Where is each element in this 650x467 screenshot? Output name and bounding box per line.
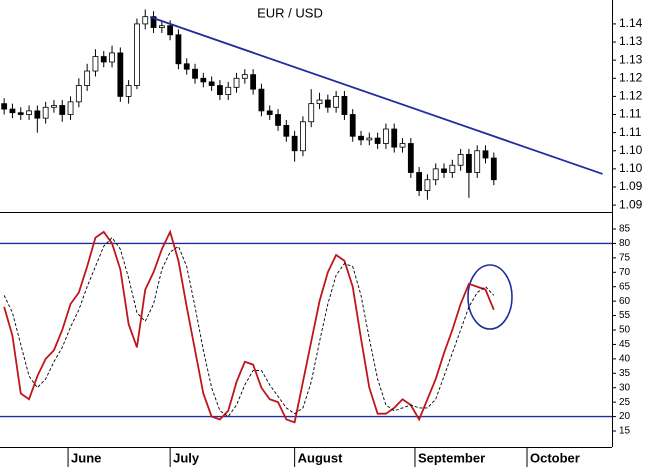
candle-body [84,70,91,86]
x-tick-label: September [418,450,485,465]
y-tick-label: 1.09 [619,197,643,211]
candle-body [449,164,456,173]
y-tick-label: 50 [619,325,631,336]
candle-body [208,81,215,86]
candle-body [349,114,356,137]
y-tick-label: 1.14 [619,16,643,30]
candle-body [482,150,489,159]
candle-body [51,105,57,108]
candle-body [100,56,107,63]
candle-body [1,103,8,110]
candle-body [383,128,389,144]
y-tick-label: 85 [619,224,631,235]
candle-body [266,110,273,115]
candle-body [283,124,290,137]
candle-body [142,16,149,25]
y-tick-label: 40 [619,353,631,364]
candle-body [17,112,24,115]
candle-body [358,135,364,141]
candle-body [457,153,464,166]
candle-body [490,157,497,181]
candle-body [92,56,99,72]
y-tick-label: 15 [619,426,631,437]
x-tick-label: July [173,450,200,465]
candle-body [391,128,398,148]
series-line [3,229,495,424]
y-tick-label: 35 [619,368,631,379]
candle-body [125,85,132,97]
candle-body [67,101,74,115]
candle-body [217,85,223,95]
candle-body [341,95,348,115]
y-tick-label: 55 [619,310,631,321]
candle-body [308,103,315,123]
candle-body [233,77,240,88]
candle-body [34,110,41,119]
candle-body [300,121,306,152]
x-tick-label: October [530,450,580,465]
candle-body [42,106,49,119]
candle-body [225,86,232,95]
y-tick-label: 1.11 [619,107,642,121]
y-tick-label: 20 [619,411,631,422]
candle-body [474,150,481,173]
candle-body [407,143,414,173]
y-tick-label: 1.13 [619,52,643,66]
candle-body [250,74,257,90]
candle-body [167,25,174,36]
candle-body [26,110,32,115]
y-tick-label: 1.12 [619,89,643,103]
y-tick-label: 65 [619,281,631,292]
candle-body [134,23,140,86]
candle-body [158,25,165,28]
candle-body [291,135,298,152]
x-tick-label: August [298,450,343,465]
candle-body [183,63,190,70]
candle-body [424,179,431,192]
y-tick-label: 75 [619,252,631,263]
candle-body [316,99,323,105]
candle-body [75,85,82,103]
candle-body [366,137,373,141]
candle-body [192,68,198,79]
y-tick-label: 25 [619,397,631,408]
candle-body [258,88,265,112]
candle-body [324,99,331,108]
candle-body [117,52,124,97]
chart-title: EUR / USD [257,5,323,20]
y-tick-label: 80 [619,238,631,249]
candle-body [109,52,115,63]
y-tick-label: 45 [619,339,631,350]
candle-body [441,168,447,173]
trend-line [149,16,603,175]
y-tick-label: 1.11 [619,125,642,139]
y-tick-label: 1.10 [619,161,643,175]
highlight-circle [467,264,513,330]
y-tick-label: 60 [619,296,631,307]
candle-body [200,77,207,83]
y-tick-label: 1.10 [619,143,643,157]
candle-body [416,172,423,192]
y-tick-label: 1.12 [619,70,643,84]
candle-body [175,34,182,65]
y-tick-label: 70 [619,267,631,278]
candle-body [59,105,66,115]
candle-body [374,137,381,144]
candle-body [466,153,472,173]
y-tick-label: 1.09 [619,179,643,193]
candle-body [399,143,406,148]
series-line [3,236,495,418]
y-tick-label: 1.13 [619,34,643,48]
candle-body [333,95,340,108]
candle-body [275,114,281,126]
candle-body [241,74,248,79]
y-tick-label: 30 [619,382,631,393]
candle-body [9,108,16,114]
candle-body [150,16,157,28]
candle-body [432,168,439,181]
x-tick-label: June [71,450,101,465]
